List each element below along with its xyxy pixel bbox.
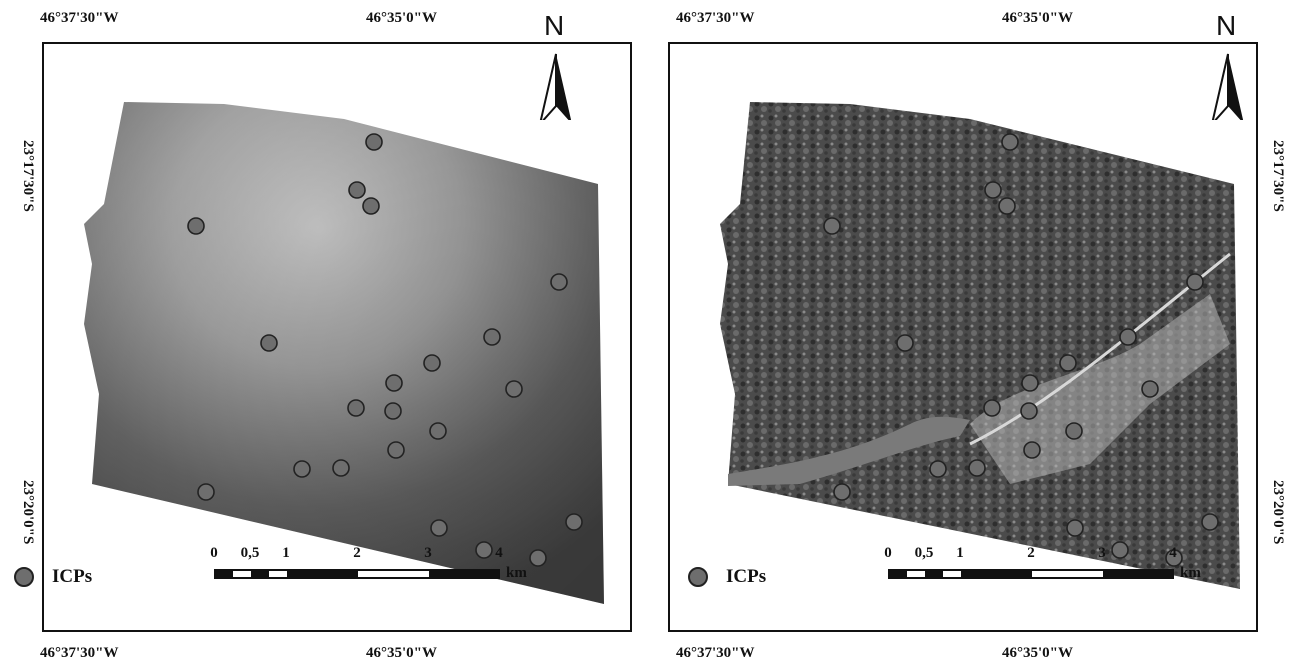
icp-marker xyxy=(565,513,583,531)
icp-marker xyxy=(984,181,1002,199)
icp-marker xyxy=(1165,549,1183,567)
icp-marker xyxy=(293,460,311,478)
urban-area xyxy=(970,294,1230,484)
north-label: N xyxy=(544,10,565,41)
icp-marker xyxy=(505,380,523,398)
icp-marker xyxy=(823,217,841,235)
icp-marker xyxy=(1141,380,1159,398)
scale-unit: km xyxy=(1180,565,1201,581)
icp-marker xyxy=(550,273,568,291)
icp-marker xyxy=(483,328,501,346)
map-panel-elevation: 46°37'30"W 46°35'0"W 46°37'30"W 46°35'0"… xyxy=(0,0,640,667)
icp-marker xyxy=(1111,541,1129,559)
icp-marker xyxy=(387,441,405,459)
icp-marker xyxy=(929,460,947,478)
scale-tick: 2 xyxy=(353,545,361,561)
icp-marker xyxy=(362,197,380,215)
scale-tick: 1 xyxy=(956,545,964,561)
icp-marker xyxy=(332,459,350,477)
icp-marker xyxy=(384,402,402,420)
coord-lat-lower-left: 23°20'0"S xyxy=(20,480,36,545)
icp-marker xyxy=(1065,422,1083,440)
icp-marker xyxy=(983,399,1001,417)
scale-tick: 2 xyxy=(1027,545,1035,561)
scale-unit: km xyxy=(506,565,527,581)
icp-layer-right xyxy=(823,133,1219,567)
scale-tick: 1 xyxy=(282,545,290,561)
icp-marker xyxy=(348,181,366,199)
icp-marker xyxy=(1020,402,1038,420)
coord-top-left: 46°37'30"W xyxy=(40,10,119,26)
scale-tick: 0,5 xyxy=(240,545,260,561)
icp-legend-icon xyxy=(14,567,34,587)
scale-tick: 4 xyxy=(1169,545,1177,561)
icp-marker xyxy=(423,354,441,372)
map-frame-orthophoto xyxy=(668,42,1258,632)
icp-marker xyxy=(968,459,986,477)
coord-lat-upper-right: 23°17'30"S xyxy=(1270,140,1286,212)
icp-marker xyxy=(1119,328,1137,346)
coord-lat-lower-right: 23°20'0"S xyxy=(1270,480,1286,545)
icp-marker xyxy=(197,483,215,501)
icp-marker xyxy=(896,334,914,352)
icp-marker xyxy=(1186,273,1204,291)
legend-label: ICPs xyxy=(726,566,767,587)
icp-marker xyxy=(1001,133,1019,151)
icp-marker xyxy=(385,374,403,392)
icp-marker xyxy=(1201,513,1219,531)
coord-lat-upper-left: 23°17'30"S xyxy=(20,140,36,212)
reservoir xyxy=(728,416,970,486)
icp-marker xyxy=(998,197,1016,215)
icp-marker xyxy=(1023,441,1041,459)
icp-marker xyxy=(430,519,448,537)
icp-marker xyxy=(1021,374,1039,392)
coord-top-left: 46°37'30"W xyxy=(676,10,755,26)
icp-marker xyxy=(1059,354,1077,372)
map-frame-elevation xyxy=(42,42,632,632)
coord-top-mid: 46°35'0"W xyxy=(1002,10,1073,26)
coord-top-mid: 46°35'0"W xyxy=(366,10,437,26)
orthophoto-map-svg xyxy=(720,102,1240,589)
icp-legend-icon xyxy=(688,567,708,587)
icp-marker xyxy=(260,334,278,352)
icp-marker xyxy=(365,133,383,151)
icp-marker xyxy=(529,549,547,567)
icp-marker xyxy=(347,399,365,417)
icp-marker xyxy=(429,422,447,440)
north-arrow-right: N xyxy=(1204,10,1254,120)
scale-tick: 3 xyxy=(1098,545,1106,561)
map-panel-orthophoto: 46°37'30"W 46°35'0"W 46°37'30"W 46°35'0"… xyxy=(648,0,1288,667)
scalebar-left: 0 0,5 1 2 3 4 km xyxy=(210,545,534,585)
icp-marker xyxy=(1066,519,1084,537)
legend-right: ICPs xyxy=(688,566,766,588)
icp-layer-left xyxy=(187,133,583,567)
scale-tick: 4 xyxy=(495,545,503,561)
legend-label: ICPs xyxy=(52,566,93,587)
icp-marker xyxy=(833,483,851,501)
coord-bottom-mid: 46°35'0"W xyxy=(1002,645,1073,661)
coord-bottom-left: 46°37'30"W xyxy=(676,645,755,661)
icp-marker xyxy=(187,217,205,235)
scalebar-right: 0 0,5 1 2 3 4 km xyxy=(884,545,1208,585)
legend-left: ICPs xyxy=(14,566,92,588)
coord-bottom-left: 46°37'30"W xyxy=(40,645,119,661)
north-arrow-icon xyxy=(1211,53,1244,120)
north-arrow-icon xyxy=(539,53,572,120)
scale-tick: 0 xyxy=(210,545,218,561)
scale-tick: 0,5 xyxy=(914,545,934,561)
elevation-map-svg xyxy=(84,102,604,604)
icp-marker xyxy=(475,541,493,559)
scale-tick: 3 xyxy=(424,545,432,561)
scale-tick: 0 xyxy=(884,545,892,561)
coord-bottom-mid: 46°35'0"W xyxy=(366,645,437,661)
scale-bar xyxy=(214,569,500,579)
north-arrow-left: N xyxy=(532,10,582,120)
north-label: N xyxy=(1216,10,1237,41)
scale-bar xyxy=(888,569,1174,579)
